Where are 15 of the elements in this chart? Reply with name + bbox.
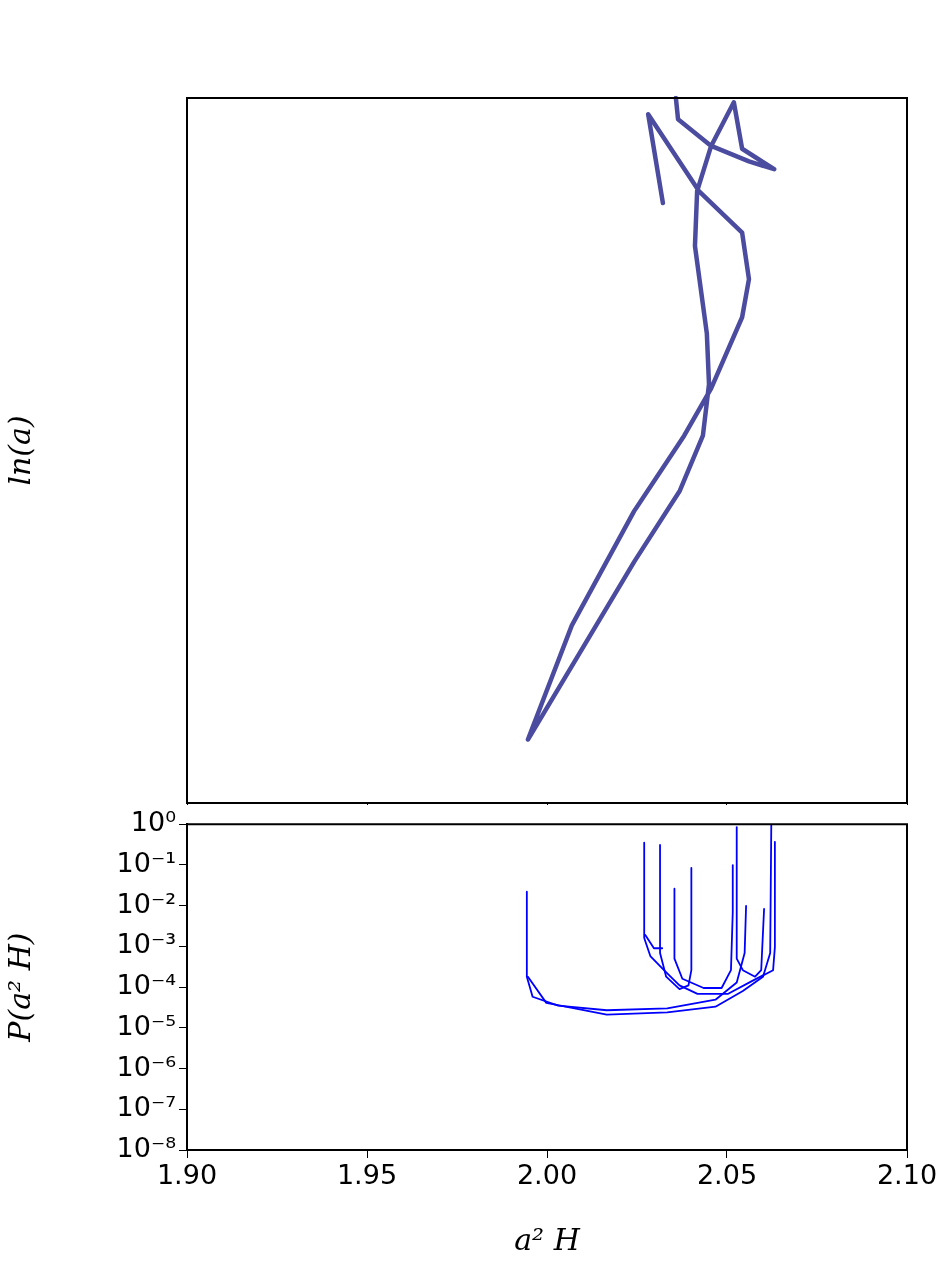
- y-tick-label: 10⁰: [130, 806, 176, 838]
- y-axis-title: P(a² H): [1, 932, 37, 1043]
- x-tick-label: 2.05: [696, 1159, 758, 1191]
- y-tick-label: 10⁻⁶: [116, 1050, 176, 1082]
- y-tick-label: 10⁻⁵: [116, 1009, 176, 1041]
- y-tick-label: 10⁻²: [116, 887, 176, 919]
- x-axis-title: a² H: [514, 1221, 581, 1257]
- y-tick-label: 10⁻³: [116, 928, 176, 960]
- y-tick-label: 10⁻⁴: [116, 969, 176, 1001]
- y-tick-label: 10⁻¹: [116, 846, 176, 878]
- x-tick-label: 2.10: [876, 1159, 938, 1191]
- x-tick-label: 1.95: [336, 1159, 398, 1191]
- y-axis-title: ln(a): [1, 415, 37, 486]
- y-tick-label: 10⁻⁷: [116, 1091, 176, 1123]
- x-tick-label: 2.00: [516, 1159, 578, 1191]
